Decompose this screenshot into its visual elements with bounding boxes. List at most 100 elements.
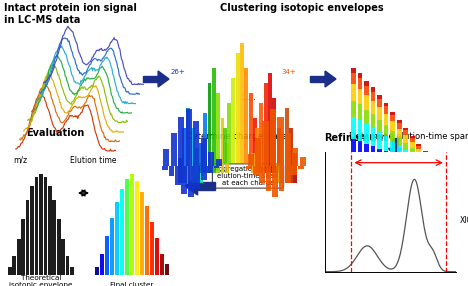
Bar (289, 128, 293, 183)
Bar (207, 83, 212, 173)
Polygon shape (310, 76, 325, 82)
Bar (384, 103, 388, 106)
Bar (105, 236, 109, 275)
Bar (365, 86, 369, 95)
Bar (377, 120, 382, 132)
Bar (442, 168, 447, 169)
Polygon shape (388, 148, 402, 156)
Bar (423, 168, 428, 177)
Bar (351, 73, 356, 84)
Bar (263, 121, 269, 166)
Bar (358, 104, 363, 120)
Bar (449, 173, 453, 174)
Bar (384, 114, 388, 125)
Bar (278, 166, 285, 191)
Bar (384, 151, 388, 177)
Bar (442, 172, 447, 174)
Bar (66, 257, 69, 275)
Bar (264, 83, 268, 173)
Bar (371, 101, 375, 114)
Bar (377, 95, 382, 99)
Polygon shape (392, 138, 398, 148)
Bar (150, 222, 154, 275)
Bar (178, 117, 184, 166)
Bar (423, 155, 428, 159)
Bar (52, 200, 56, 275)
Bar (442, 171, 447, 172)
Bar (365, 110, 369, 124)
Bar (390, 131, 395, 141)
Bar (384, 125, 388, 136)
Bar (22, 219, 25, 275)
Bar (377, 148, 382, 177)
Bar (17, 239, 21, 275)
Bar (249, 93, 253, 163)
Bar (358, 73, 363, 78)
Bar (423, 159, 428, 163)
Bar (436, 166, 440, 168)
Bar (236, 53, 240, 163)
Bar (371, 146, 375, 177)
Bar (430, 160, 434, 164)
Bar (371, 128, 375, 146)
Bar (351, 101, 356, 117)
Bar (253, 166, 258, 175)
Text: Theoretical
isotopic envelope: Theoretical isotopic envelope (9, 275, 73, 286)
Bar (201, 138, 207, 166)
Bar (358, 89, 363, 104)
Bar (199, 143, 203, 173)
Text: Determine charge states: Determine charge states (186, 132, 290, 141)
Bar (436, 168, 440, 170)
Bar (278, 117, 284, 166)
Bar (390, 154, 395, 177)
Bar (365, 124, 369, 144)
Text: Evaluation: Evaluation (26, 128, 84, 138)
Bar (397, 129, 402, 137)
Bar (186, 108, 190, 183)
Text: Refinement: Refinement (324, 133, 388, 143)
Bar (95, 267, 99, 275)
Bar (140, 192, 144, 275)
Bar (403, 135, 408, 143)
Bar (207, 166, 213, 173)
Polygon shape (185, 177, 197, 195)
Bar (436, 173, 440, 177)
Bar (365, 81, 369, 86)
Bar (259, 166, 265, 183)
Bar (13, 257, 16, 275)
Bar (358, 78, 363, 89)
Bar (403, 143, 408, 150)
Bar (203, 113, 207, 173)
Bar (292, 166, 297, 175)
Text: 26+: 26+ (170, 69, 185, 75)
Text: Determine elution-time span: Determine elution-time span (349, 132, 468, 141)
Text: Initial cluster: Initial cluster (377, 181, 428, 190)
Bar (430, 166, 434, 170)
Text: 34+: 34+ (282, 69, 297, 75)
Bar (182, 128, 186, 183)
Bar (442, 174, 447, 177)
Bar (442, 169, 447, 170)
Bar (188, 166, 194, 197)
Bar (227, 103, 231, 163)
Bar (110, 218, 114, 275)
Bar (208, 152, 214, 166)
Bar (120, 189, 124, 275)
Bar (125, 179, 129, 275)
Bar (449, 174, 453, 175)
Bar (272, 98, 277, 173)
Bar (48, 186, 51, 275)
Bar (194, 166, 200, 190)
Bar (430, 170, 434, 177)
Bar (351, 117, 356, 139)
Bar (255, 138, 261, 166)
Bar (171, 133, 177, 166)
Bar (244, 68, 249, 163)
Bar (100, 255, 104, 275)
Text: ......: ...... (240, 94, 256, 102)
Bar (417, 159, 421, 166)
Bar (397, 120, 402, 123)
Text: Final cluster: Final cluster (110, 282, 154, 286)
Polygon shape (325, 71, 336, 87)
Bar (115, 202, 119, 275)
